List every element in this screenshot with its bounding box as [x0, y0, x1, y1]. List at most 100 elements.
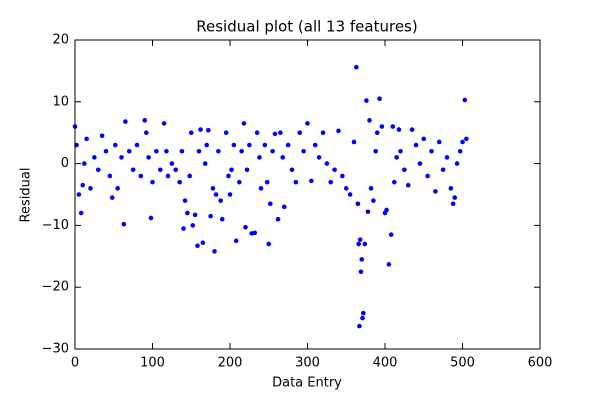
x-tick-label: 300 — [295, 356, 320, 371]
chart-title: Residual plot (all 13 features) — [196, 18, 417, 36]
y-tick-label: 0 — [61, 156, 69, 171]
point — [181, 226, 186, 231]
point — [436, 139, 442, 145]
point — [154, 148, 159, 154]
point — [390, 124, 396, 129]
point — [113, 142, 118, 148]
point — [405, 182, 411, 188]
point — [309, 178, 314, 184]
point — [107, 173, 113, 179]
point — [462, 97, 468, 103]
point — [364, 98, 369, 103]
point — [280, 155, 286, 160]
point — [169, 161, 175, 166]
point — [301, 148, 306, 154]
point — [258, 186, 264, 191]
point — [198, 127, 203, 132]
point — [362, 241, 368, 247]
point — [229, 167, 234, 173]
point — [272, 131, 278, 137]
point — [223, 130, 229, 135]
point — [115, 186, 120, 191]
point — [429, 148, 434, 154]
point — [297, 130, 303, 135]
point — [293, 179, 299, 185]
point — [316, 155, 322, 160]
point — [368, 186, 374, 191]
point — [200, 240, 206, 246]
point — [417, 161, 423, 166]
point — [247, 142, 252, 148]
point — [173, 167, 179, 173]
point — [126, 148, 132, 154]
point — [433, 189, 438, 194]
point — [394, 155, 399, 160]
point — [241, 121, 247, 126]
point — [440, 167, 446, 173]
point — [367, 118, 372, 123]
point — [195, 243, 200, 249]
point — [374, 130, 380, 135]
point — [356, 241, 361, 247]
point — [196, 148, 202, 154]
point — [351, 139, 357, 145]
y-tick-label: −10 — [42, 218, 69, 233]
point — [165, 173, 171, 179]
point — [365, 209, 371, 215]
y-tick-label: 20 — [52, 33, 69, 48]
point — [239, 148, 244, 154]
point — [425, 173, 430, 179]
point — [396, 127, 402, 132]
point — [138, 173, 144, 179]
point — [448, 186, 454, 191]
x-tick-label: 600 — [528, 356, 553, 371]
point — [103, 148, 109, 154]
point — [233, 238, 239, 244]
point — [78, 210, 84, 216]
point — [192, 212, 198, 218]
x-tick-label: 0 — [71, 356, 79, 371]
x-tick-label: 400 — [373, 356, 398, 371]
point — [384, 207, 389, 213]
point — [328, 179, 334, 185]
point — [268, 201, 273, 207]
point — [373, 148, 379, 154]
point — [187, 173, 192, 179]
point — [88, 186, 93, 191]
point — [161, 121, 167, 126]
point — [218, 198, 223, 203]
point — [144, 130, 149, 135]
y-axis-label: Residual — [19, 168, 34, 223]
y-tick-label: −30 — [42, 342, 69, 357]
point — [371, 198, 376, 203]
point — [164, 148, 169, 154]
point — [285, 142, 291, 148]
point — [336, 128, 341, 134]
x-tick-label: 100 — [140, 356, 165, 371]
point — [450, 201, 456, 207]
point — [452, 195, 458, 200]
y-tick-label: 10 — [52, 94, 69, 109]
point — [361, 310, 366, 316]
point — [355, 201, 361, 207]
point — [332, 167, 337, 173]
point — [444, 155, 450, 160]
point — [157, 167, 163, 173]
point — [213, 192, 219, 197]
point — [252, 230, 258, 236]
point — [121, 221, 127, 227]
point — [150, 179, 155, 185]
point — [360, 315, 365, 321]
point — [275, 216, 281, 222]
point — [134, 142, 140, 148]
point — [185, 210, 190, 216]
point — [237, 179, 242, 185]
y-tick-label: −20 — [42, 280, 69, 295]
point — [216, 148, 221, 154]
point — [409, 127, 415, 132]
point — [227, 192, 233, 197]
point — [357, 237, 363, 242]
point — [95, 167, 101, 173]
point — [226, 173, 231, 179]
